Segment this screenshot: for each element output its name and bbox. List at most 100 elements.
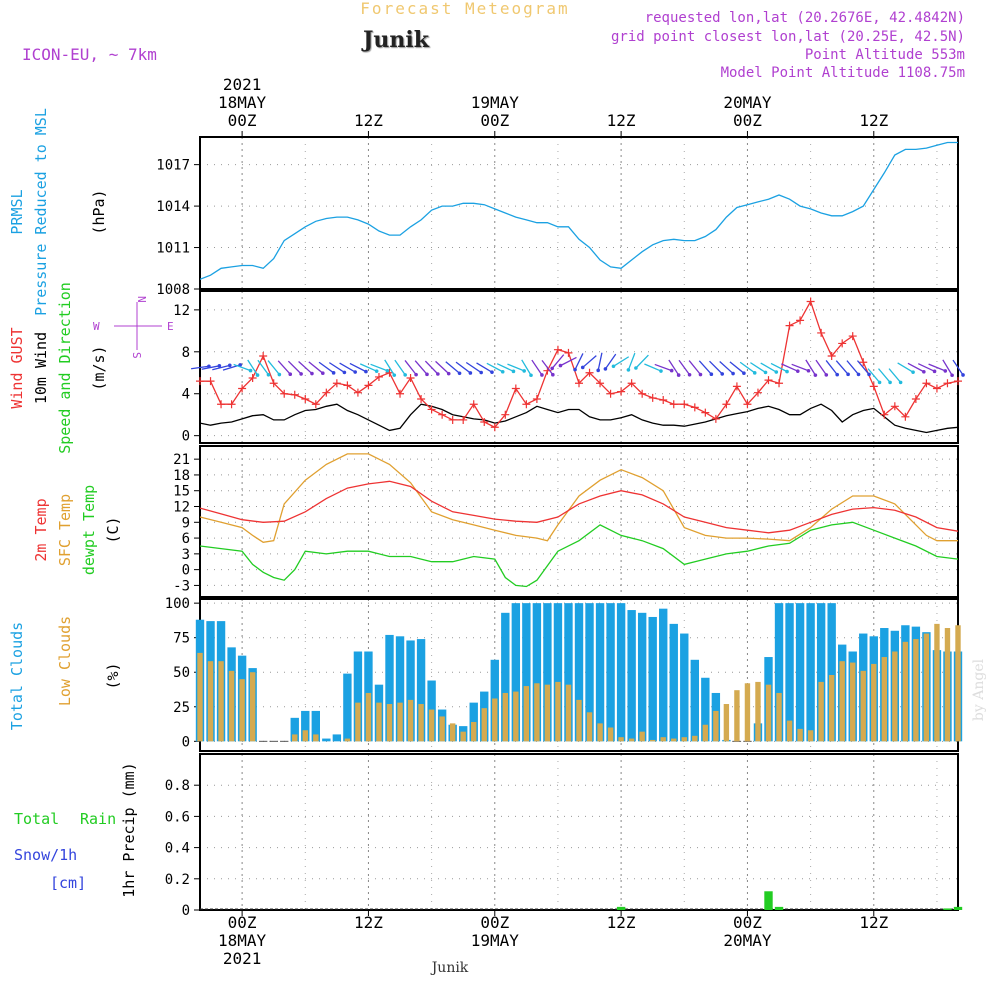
y-tick-label: -3 [173, 578, 190, 594]
wind-direction-arrow [541, 359, 554, 376]
low-cloud-bar [607, 727, 614, 742]
total-cloud-bar [816, 603, 826, 742]
gust-marker [406, 374, 415, 383]
wind-arrow-head [698, 372, 703, 377]
wind-arrow-head [720, 372, 725, 376]
y-tick-label: 1017 [156, 158, 190, 174]
wind-direction-arrow [531, 359, 543, 376]
low-cloud-bar [355, 702, 361, 742]
total-cloud-bar [701, 677, 710, 742]
low-cloud-bar [776, 692, 782, 742]
gust-marker [890, 402, 899, 411]
wind-direction-arrow [604, 353, 617, 370]
rain-bar [943, 908, 952, 910]
t2m-temp-line [200, 480, 958, 534]
low-cloud-bar [660, 737, 666, 742]
low-cloud-bar [597, 723, 603, 742]
wind-arrow-head [573, 367, 577, 372]
y-tick-label: 0.2 [165, 872, 190, 888]
low-cloud-bar [239, 679, 245, 742]
gust-marker [301, 394, 310, 403]
wind-arrow-head [669, 368, 674, 373]
total-cloud-bar [606, 603, 615, 742]
model-altitude: Model Point Altitude 1108.75m [721, 65, 965, 81]
y-tick-label: 0 [182, 429, 190, 445]
low-cloud-bar [734, 690, 740, 742]
gust-marker [911, 394, 920, 403]
wind-direction-arrow [574, 353, 584, 370]
requested-lonlat: requested lon,lat (20.2676E, 42.4842N) [645, 10, 965, 26]
low-cloud-bar [397, 702, 403, 742]
total-cloud-bar [774, 603, 784, 742]
wind-arrow-head [676, 373, 681, 377]
wind-direction-arrow [190, 365, 210, 370]
wind-arrow-head [551, 372, 555, 377]
time-label-top: 00Z [733, 111, 762, 130]
low-cloud-bar [681, 737, 687, 742]
p3-label-c: dewpt Temp [80, 485, 98, 575]
wind-direction-arrow [414, 360, 428, 375]
wind-arrow-head [950, 373, 954, 378]
wind-arrow-head [342, 370, 347, 375]
p2-label-a: Wind GUST [8, 327, 26, 408]
gust-marker [480, 418, 489, 427]
wind-arrow-head [611, 364, 616, 369]
wind-arrow-head [310, 371, 314, 376]
p1-label-b: Pressure Reduced to MSL [32, 108, 50, 316]
wind-arrow-head [436, 372, 440, 376]
low-cloud-bar [407, 699, 414, 742]
y-tick-label: 25 [173, 700, 190, 716]
total-cloud-bar [501, 612, 510, 742]
wind-arrow-head [856, 372, 861, 377]
y-tick-label: 8 [182, 345, 190, 361]
p3-label-b: SFC Temp [56, 494, 74, 566]
gust-marker [827, 351, 836, 360]
gust-marker [396, 389, 405, 398]
low-cloud-bar [871, 663, 877, 742]
wind-direction-arrow [760, 362, 777, 373]
wind-arrow-head [742, 371, 746, 375]
wind-arrow-head [248, 368, 253, 373]
total-cloud-bar [827, 603, 836, 742]
wind-direction-arrow [247, 359, 259, 376]
low-cloud-bar [249, 672, 256, 742]
wind-direction-arrow [846, 360, 860, 375]
wind-arrow-head [824, 373, 829, 377]
low-cloud-bar [692, 735, 698, 742]
rain-bar [953, 906, 963, 910]
gust-marker [532, 394, 541, 403]
wind-direction-arrow [867, 368, 881, 383]
y-tick-label: 21 [173, 452, 190, 468]
low-cloud-bar [555, 681, 561, 742]
sfc-temp-line [200, 453, 958, 543]
low-cloud-bar [565, 684, 572, 742]
wind-direction-arrow [257, 359, 269, 376]
total-cloud-bar [332, 734, 342, 742]
wind-direction-arrow [654, 363, 672, 372]
p2-unit: (m/s) [90, 345, 108, 390]
gust-marker [680, 400, 689, 409]
wind-arrow-head [500, 369, 505, 374]
gust-marker [954, 377, 962, 386]
low-cloud-bar [228, 670, 235, 742]
total-cloud-bar [290, 717, 299, 742]
total-cloud-bar [322, 738, 331, 742]
pressure-series-line [200, 141, 958, 280]
wind-direction-arrow [424, 360, 439, 375]
wind-arrow-head [795, 369, 800, 373]
total-cloud-bar [616, 603, 626, 742]
y-tick-label: 9 [182, 515, 190, 531]
y-tick-label: 6 [182, 531, 190, 547]
wind-arrow-head [752, 371, 757, 375]
wind-arrow-head [835, 372, 840, 377]
gust-marker [585, 368, 594, 377]
total-cloud-bar [669, 623, 678, 742]
gust-marker [564, 348, 573, 357]
time-label-top: 12Z [607, 111, 636, 130]
low-cloud-bar [723, 704, 730, 742]
gust-marker [332, 379, 341, 388]
low-cloud-bar [860, 670, 866, 742]
time-label-bottom: 2021 [223, 949, 262, 968]
low-cloud-bar [492, 698, 498, 742]
y-tick-label: 0.6 [165, 809, 190, 825]
